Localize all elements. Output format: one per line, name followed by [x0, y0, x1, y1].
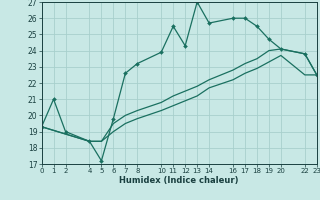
X-axis label: Humidex (Indice chaleur): Humidex (Indice chaleur)	[119, 176, 239, 185]
